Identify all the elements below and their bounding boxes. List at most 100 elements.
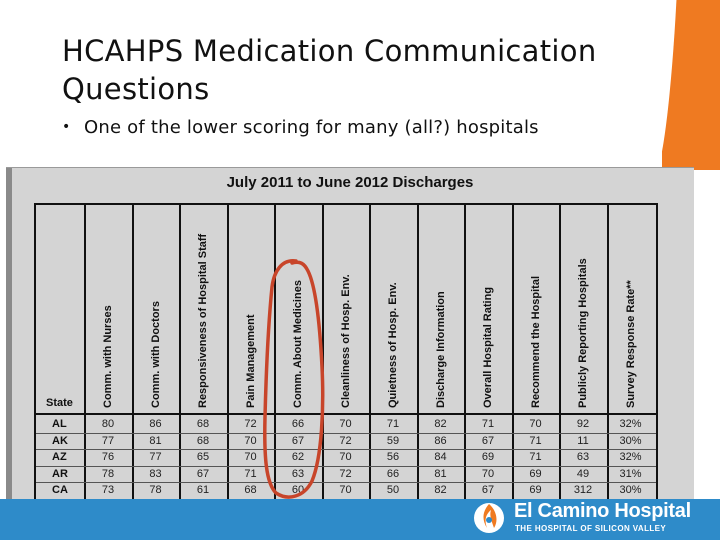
table-cell: 71 — [529, 434, 542, 447]
state-cell: AL — [52, 418, 67, 430]
column-divider — [179, 205, 181, 501]
table-cell: 66 — [386, 467, 400, 480]
table-cell: 30% — [619, 484, 642, 496]
table-cell: 60 — [291, 484, 305, 496]
table-cell: 31% — [619, 467, 642, 480]
table-cell: 67 — [481, 484, 495, 496]
column-divider — [559, 205, 561, 501]
column-header: Responsiveness of Hospital Staff — [197, 233, 209, 408]
column-header: Publicly Reporting Hospitals — [577, 258, 589, 408]
table-cell: 56 — [386, 451, 400, 463]
column-header: Comm. About Medicines — [292, 280, 304, 408]
table-cell: 69 — [481, 451, 495, 463]
table-cell: 62 — [291, 451, 305, 463]
table-cell: 82 — [434, 484, 447, 496]
table-cell: 69 — [529, 484, 542, 496]
table-cell: 70 — [481, 467, 495, 480]
table-cell: 77 — [101, 434, 115, 447]
column-header: Survey Response Rate** — [624, 280, 637, 408]
table-cell: 72 — [339, 467, 352, 480]
table-cell: 32% — [619, 418, 642, 430]
table-cell: 80 — [101, 418, 115, 430]
hospital-logo-name: El Camino Hospital — [514, 500, 691, 522]
table-cell: 77 — [149, 451, 162, 463]
table-cell: 49 — [576, 467, 590, 480]
table-cell: 92 — [576, 418, 590, 430]
column-header: Comm. with Nurses — [102, 305, 114, 408]
state-cell: AR — [52, 467, 68, 480]
table-cell: 72 — [244, 418, 257, 430]
table-cell: 68 — [196, 434, 210, 447]
slide-title: HCAHPS Medication Communication Question… — [62, 34, 597, 106]
table-cell: 68 — [196, 418, 210, 430]
table-cell: 84 — [434, 451, 447, 463]
table-cell: 65 — [196, 451, 210, 463]
table-cell: 11 — [577, 434, 589, 447]
column-divider — [416, 205, 419, 501]
table-cell: 61 — [196, 484, 210, 496]
table-cell: 82 — [434, 418, 447, 430]
table-cell: 83 — [149, 467, 162, 480]
orange-corner-tab — [662, 0, 720, 170]
column-divider — [226, 205, 229, 501]
table-cell: 70 — [339, 484, 352, 496]
table-cell: 70 — [529, 418, 542, 430]
table-cell: 68 — [244, 484, 257, 496]
column-header: Cleanliness of Hosp. Env. — [339, 274, 352, 408]
scanned-table-image: July 2011 to June 2012 Discharges State … — [6, 167, 694, 501]
row-rule — [36, 432, 656, 434]
header-rule — [36, 413, 656, 415]
table-cell: 66 — [291, 418, 305, 430]
table-cell: 71 — [244, 467, 257, 480]
column-divider — [464, 205, 466, 501]
hospital-logo-tagline: THE HOSPITAL OF SILICON VALLEY — [515, 524, 667, 533]
table-cell: 73 — [101, 484, 115, 496]
table-cell: 70 — [244, 434, 257, 447]
column-header: Discharge Information — [434, 291, 447, 408]
table-cell: 32% — [619, 451, 642, 463]
column-header: Pain Management — [244, 314, 257, 408]
table-cell: 50 — [386, 484, 400, 496]
table-cell: 70 — [339, 418, 352, 430]
table-cell: 71 — [386, 418, 400, 430]
table-cell: 63 — [576, 451, 590, 463]
table-cell: 76 — [101, 451, 115, 463]
hcahps-table: State Comm. with Nurses Comm. with Doctor… — [34, 203, 658, 501]
column-header: Comm. with Doctors — [149, 301, 162, 408]
column-divider — [274, 205, 276, 501]
bullet-item: • One of the lower scoring for many (all?… — [62, 117, 539, 138]
table-cell: 81 — [434, 467, 447, 480]
column-header: Recommend the Hospital — [529, 275, 542, 408]
column-divider — [369, 205, 371, 501]
column-divider — [511, 205, 514, 501]
table-cell: 67 — [291, 434, 305, 447]
column-divider — [606, 205, 609, 501]
el-camino-flame-icon — [474, 503, 504, 533]
state-cell: AK — [52, 434, 68, 447]
table-cell: 67 — [196, 467, 210, 480]
table-cell: 312 — [573, 484, 593, 496]
table-cell: 71 — [481, 418, 495, 430]
column-divider — [131, 205, 134, 501]
table-cell: 71 — [529, 451, 542, 463]
table-cell: 30% — [619, 434, 642, 447]
column-header: Overall Hospital Rating — [482, 286, 494, 408]
table-cell: 72 — [339, 434, 352, 447]
table-cell: 59 — [386, 434, 400, 447]
table-cell: 63 — [291, 467, 305, 480]
table-cell: 78 — [149, 484, 162, 496]
table-cell: 86 — [149, 418, 162, 430]
table-cell: 81 — [149, 434, 162, 447]
table-cell: 70 — [339, 451, 352, 463]
table-cell: 69 — [529, 467, 542, 480]
state-cell: CA — [52, 484, 68, 496]
state-cell: AZ — [52, 451, 67, 463]
table-cell: 86 — [434, 434, 447, 447]
table-title: July 2011 to June 2012 Discharges — [226, 174, 474, 191]
scan-edge — [6, 168, 12, 501]
column-header: Quietness of Hosp. Env. — [387, 282, 399, 408]
row-rule — [36, 449, 656, 450]
column-divider — [321, 205, 324, 501]
row-rule — [36, 482, 656, 483]
row-rule — [36, 465, 656, 467]
